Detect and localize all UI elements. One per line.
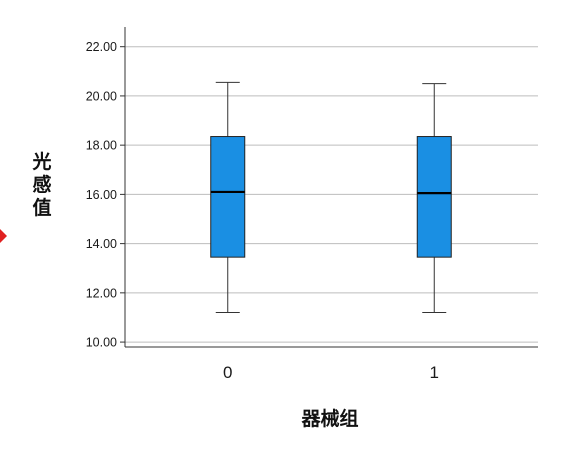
y-tick-label: 12.00 xyxy=(86,286,117,300)
box-1 xyxy=(416,83,452,314)
y-tick-label: 16.00 xyxy=(86,188,117,202)
axes xyxy=(124,27,538,348)
x-axis-title: 器械组 xyxy=(300,407,358,430)
y-tick-label: 20.00 xyxy=(86,89,117,103)
red-diamond-marker xyxy=(0,229,7,243)
y-axis-title: 光感值 xyxy=(31,150,51,219)
gridlines xyxy=(120,46,538,343)
y-tick-label: 22.00 xyxy=(86,40,117,54)
x-category-label: 1 xyxy=(430,363,439,382)
boxes xyxy=(210,81,452,314)
y-tick-label: 18.00 xyxy=(86,139,117,153)
iqr-box xyxy=(416,136,452,258)
box-0 xyxy=(210,81,246,314)
y-tick-label: 14.00 xyxy=(86,237,117,251)
iqr-box xyxy=(210,136,246,258)
y-tick-label: 10.00 xyxy=(86,336,117,350)
y-tick-labels: 10.00 12.00 14.00 16.00 18.00 20.00 22.00 xyxy=(86,40,117,349)
x-category-label: 0 xyxy=(223,363,232,382)
